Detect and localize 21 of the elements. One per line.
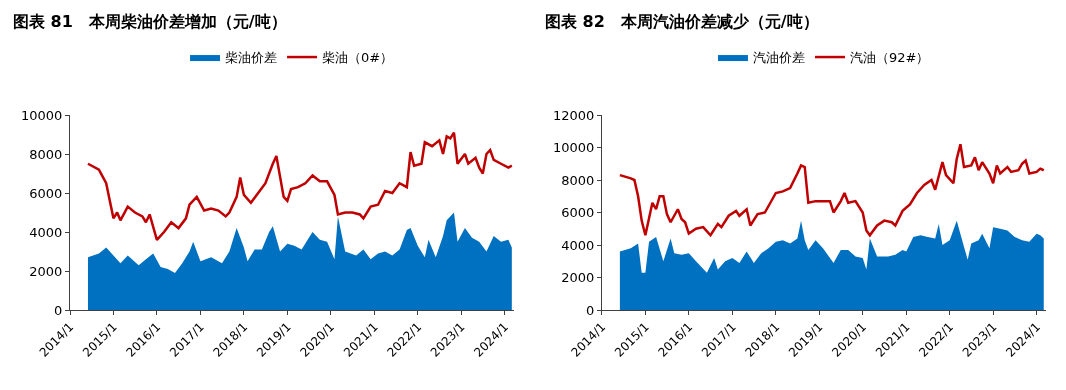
y-tick-label: 6000 xyxy=(29,185,63,201)
y-tick-label: 8000 xyxy=(561,172,595,188)
y-tick-label: 6000 xyxy=(561,205,595,221)
line-series xyxy=(618,143,1045,237)
chart-title: 图表 81 本周柴油价差增加（元/吨） xyxy=(13,12,287,31)
y-tick-label: 2000 xyxy=(29,263,63,279)
y-tick-label: 8000 xyxy=(29,146,63,162)
y-tick-label: 12000 xyxy=(552,107,595,123)
y-tick-label: 10000 xyxy=(21,107,63,123)
y-tick-label: 2000 xyxy=(561,270,595,286)
legend-label: 柴油（0#） xyxy=(322,50,394,66)
line-series xyxy=(86,131,514,242)
y-tick-label: 0 xyxy=(586,302,595,318)
legend-label: 汽油价差 xyxy=(752,50,805,66)
y-tick-label: 4000 xyxy=(561,237,595,253)
y-tick-label: 4000 xyxy=(29,224,63,240)
legend-label: 汽油（92#） xyxy=(849,50,930,66)
legend-label: 柴油价差 xyxy=(225,50,278,66)
y-tick-label: 0 xyxy=(54,302,63,318)
y-tick-label: 10000 xyxy=(552,140,595,156)
chart-title: 图表 82 本周汽油价差减少（元/吨） xyxy=(545,12,819,31)
